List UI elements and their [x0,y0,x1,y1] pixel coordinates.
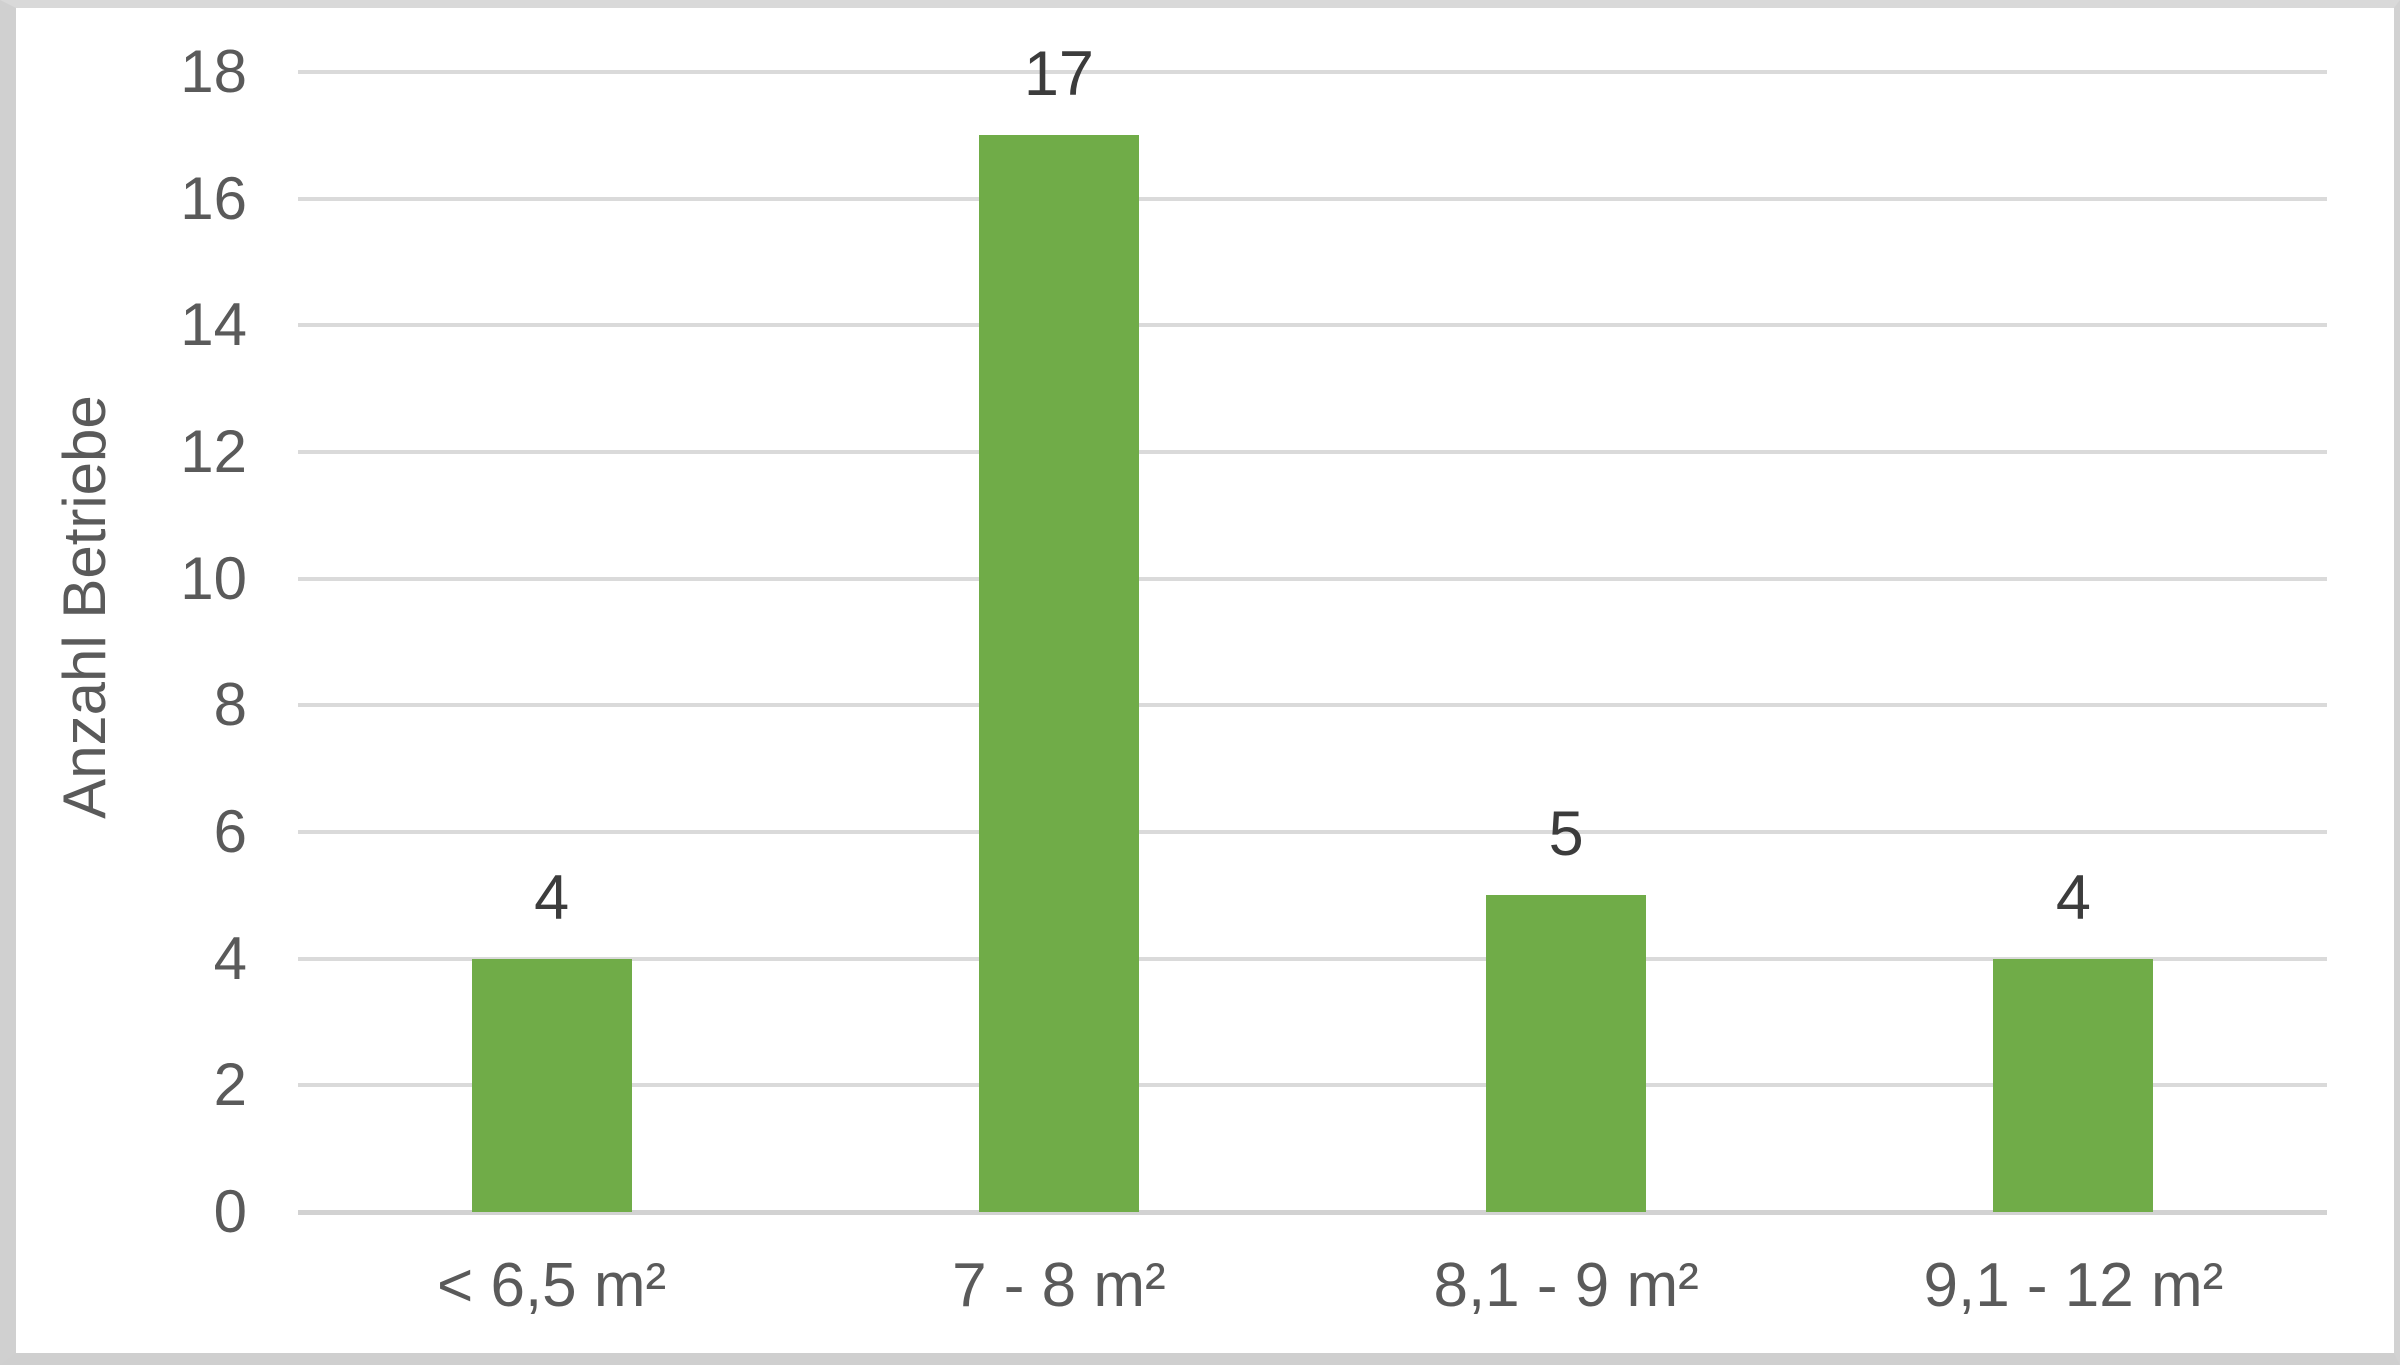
gridline [298,576,2327,581]
y-axis-tick-label: 6 [213,798,247,865]
gridline [298,956,2327,961]
bar [1993,958,2154,1212]
y-axis-tick-label: 2 [213,1051,247,1119]
gridline [298,70,2327,74]
gridline [298,1083,2327,1088]
bar-value-label: 5 [1548,799,1584,870]
bar [471,958,632,1212]
y-axis-tick-label: 14 [180,291,247,359]
x-axis-category-label: 8,1 - 9 m² [1433,1251,1699,1320]
y-axis-tick-label: 8 [213,671,247,739]
gridline [298,450,2327,454]
bar [978,135,1139,1212]
gridline [298,323,2327,328]
y-axis-tick-label: 12 [180,418,247,485]
x-axis-category-label: 7 - 8 m² [952,1251,1166,1320]
gridline [298,703,2327,708]
bar-value-label: 17 [1023,39,1094,110]
y-axis-tick-label: 0 [213,1178,247,1245]
y-axis-tick-label: 18 [180,38,247,105]
gridline [298,830,2327,834]
y-axis-tick-label: 10 [180,544,247,612]
x-axis-category-label: 9,1 - 12 m² [1923,1251,2224,1320]
bar [1486,895,1647,1212]
gridline [298,196,2327,201]
plot-area: Anzahl Betriebe 0 2 4 6 8 10 12 14 16 18 4 < 6,5 m²… [16,8,2394,1353]
x-axis-category-label: < 6,5 m² [437,1251,667,1320]
x-axis-line [298,1209,2327,1215]
y-axis-tick-label: 4 [213,924,247,992]
bar-value-label: 4 [534,862,570,933]
bar-value-label: 4 [2055,862,2091,933]
y-axis-tick-label: 16 [180,164,247,232]
